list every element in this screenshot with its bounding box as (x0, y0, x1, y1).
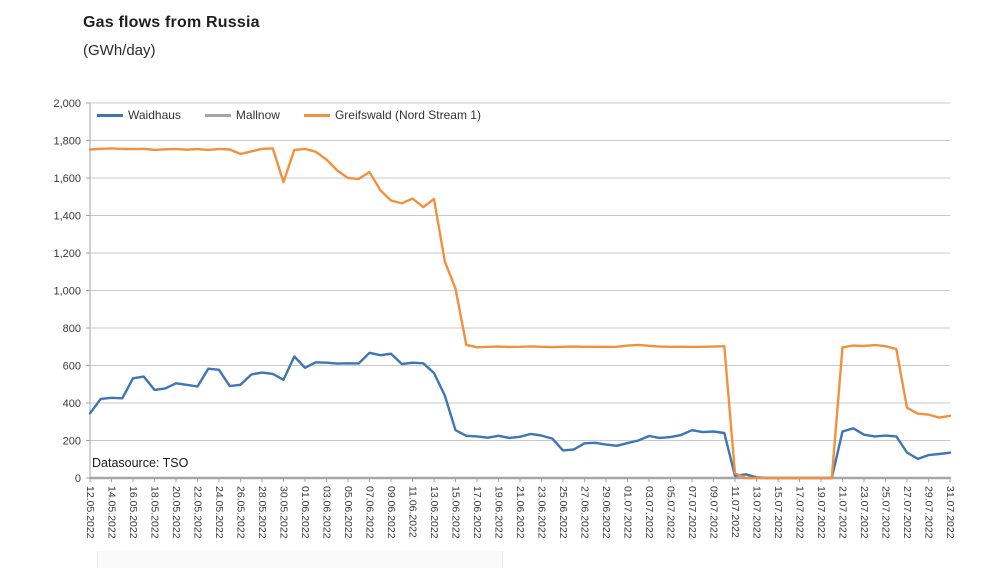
x-tick-label: 24.05.2022 (213, 486, 225, 539)
x-tick-label: 05.06.2022 (342, 486, 354, 539)
x-tick-label: 11.06.2022 (407, 486, 419, 538)
x-tick-label: 20.05.2022 (170, 486, 182, 539)
chart-unit-subtitle: (GWh/day) (83, 42, 156, 59)
x-tick-label: 21.07.2022 (837, 486, 849, 539)
x-tick-label: 03.07.2022 (643, 486, 655, 539)
x-tick-label: 23.06.2022 (536, 486, 548, 539)
legend-item-waidhaus: Waidhaus (97, 108, 181, 122)
y-tick-label: 600 (63, 361, 81, 373)
x-tick-label: 27.07.2022 (901, 486, 913, 539)
legend-label-waidhaus: Waidhaus (128, 108, 181, 122)
y-tick-label: 200 (63, 436, 81, 448)
x-tick-label: 19.07.2022 (815, 486, 827, 539)
x-tick-label: 15.07.2022 (772, 486, 784, 539)
x-tick-label: 29.07.2022 (923, 486, 935, 539)
y-tick-label: 2,000 (53, 98, 81, 110)
x-tick-label: 18.05.2022 (149, 486, 161, 539)
legend-item-mallnow: Mallnow (204, 108, 280, 122)
x-tick-label: 09.07.2022 (708, 486, 720, 539)
x-tick-label: 30.05.2022 (278, 486, 290, 539)
x-tick-label: 17.06.2022 (471, 486, 483, 539)
x-tick-label: 29.06.2022 (600, 486, 612, 539)
waidhaus-line-swatch (97, 113, 123, 117)
chart-title: Gas flows from Russia (83, 14, 260, 31)
x-tick-label: 21.06.2022 (514, 486, 526, 539)
legend-label-greifswald: Greifswald (Nord Stream 1) (334, 108, 481, 122)
x-tick-label: 13.07.2022 (751, 486, 763, 539)
y-tick-label: 400 (63, 398, 81, 410)
legend-label-mallnow: Mallnow (235, 108, 280, 122)
x-tick-label: 11.07.2022 (729, 486, 741, 538)
y-tick-label: 1,600 (53, 173, 81, 185)
x-tick-label: 01.06.2022 (299, 486, 311, 539)
y-tick-label: 1,200 (53, 248, 81, 260)
x-tick-label: 05.07.2022 (665, 486, 677, 539)
x-tick-label: 22.05.2022 (192, 486, 204, 539)
x-tick-label: 27.06.2022 (579, 486, 591, 539)
y-tick-label: 1,000 (53, 286, 81, 298)
x-tick-label: 09.06.2022 (385, 486, 397, 539)
x-tick-label: 07.06.2022 (364, 486, 376, 539)
x-tick-label: 25.07.2022 (880, 486, 892, 539)
y-tick-label: 1,800 (53, 136, 81, 148)
x-tick-label: 01.07.2022 (622, 486, 634, 539)
x-tick-label: 03.06.2022 (321, 486, 333, 539)
x-tick-label: 23.07.2022 (858, 486, 870, 539)
y-tick-label: 1,400 (53, 211, 81, 223)
waidhaus-line (88, 351, 952, 480)
x-tick-label: 28.05.2022 (256, 486, 268, 539)
x-tick-label: 25.06.2022 (557, 486, 569, 539)
bottom-artifact-strip (97, 551, 503, 568)
x-tick-label: 13.06.2022 (428, 486, 440, 539)
x-tick-label: 16.05.2022 (127, 486, 139, 539)
x-tick-label: 14.05.2022 (106, 486, 118, 539)
greifswald-line-swatch (303, 113, 330, 117)
y-tick-label: 800 (63, 323, 81, 335)
x-tick-label: 19.06.2022 (493, 486, 505, 539)
x-tick-label: 12.05.2022 (84, 486, 96, 539)
mallnow-line-swatch (204, 113, 231, 117)
chart-legend: Waidhaus Mallnow Greifswald (Nord Stream… (97, 108, 481, 122)
datasource-note: Datasource: TSO (92, 456, 189, 470)
x-tick-label: 31.07.2022 (944, 486, 956, 539)
x-tick-label: 26.05.2022 (235, 486, 247, 539)
x-tick-label: 15.06.2022 (450, 486, 462, 539)
x-tick-label: 07.07.2022 (686, 486, 698, 539)
x-tick-label: 17.07.2022 (794, 486, 806, 539)
y-tick-label: 0 (75, 473, 81, 485)
greifswald-line (88, 147, 952, 480)
legend-item-greifswald: Greifswald (Nord Stream 1) (303, 108, 481, 122)
